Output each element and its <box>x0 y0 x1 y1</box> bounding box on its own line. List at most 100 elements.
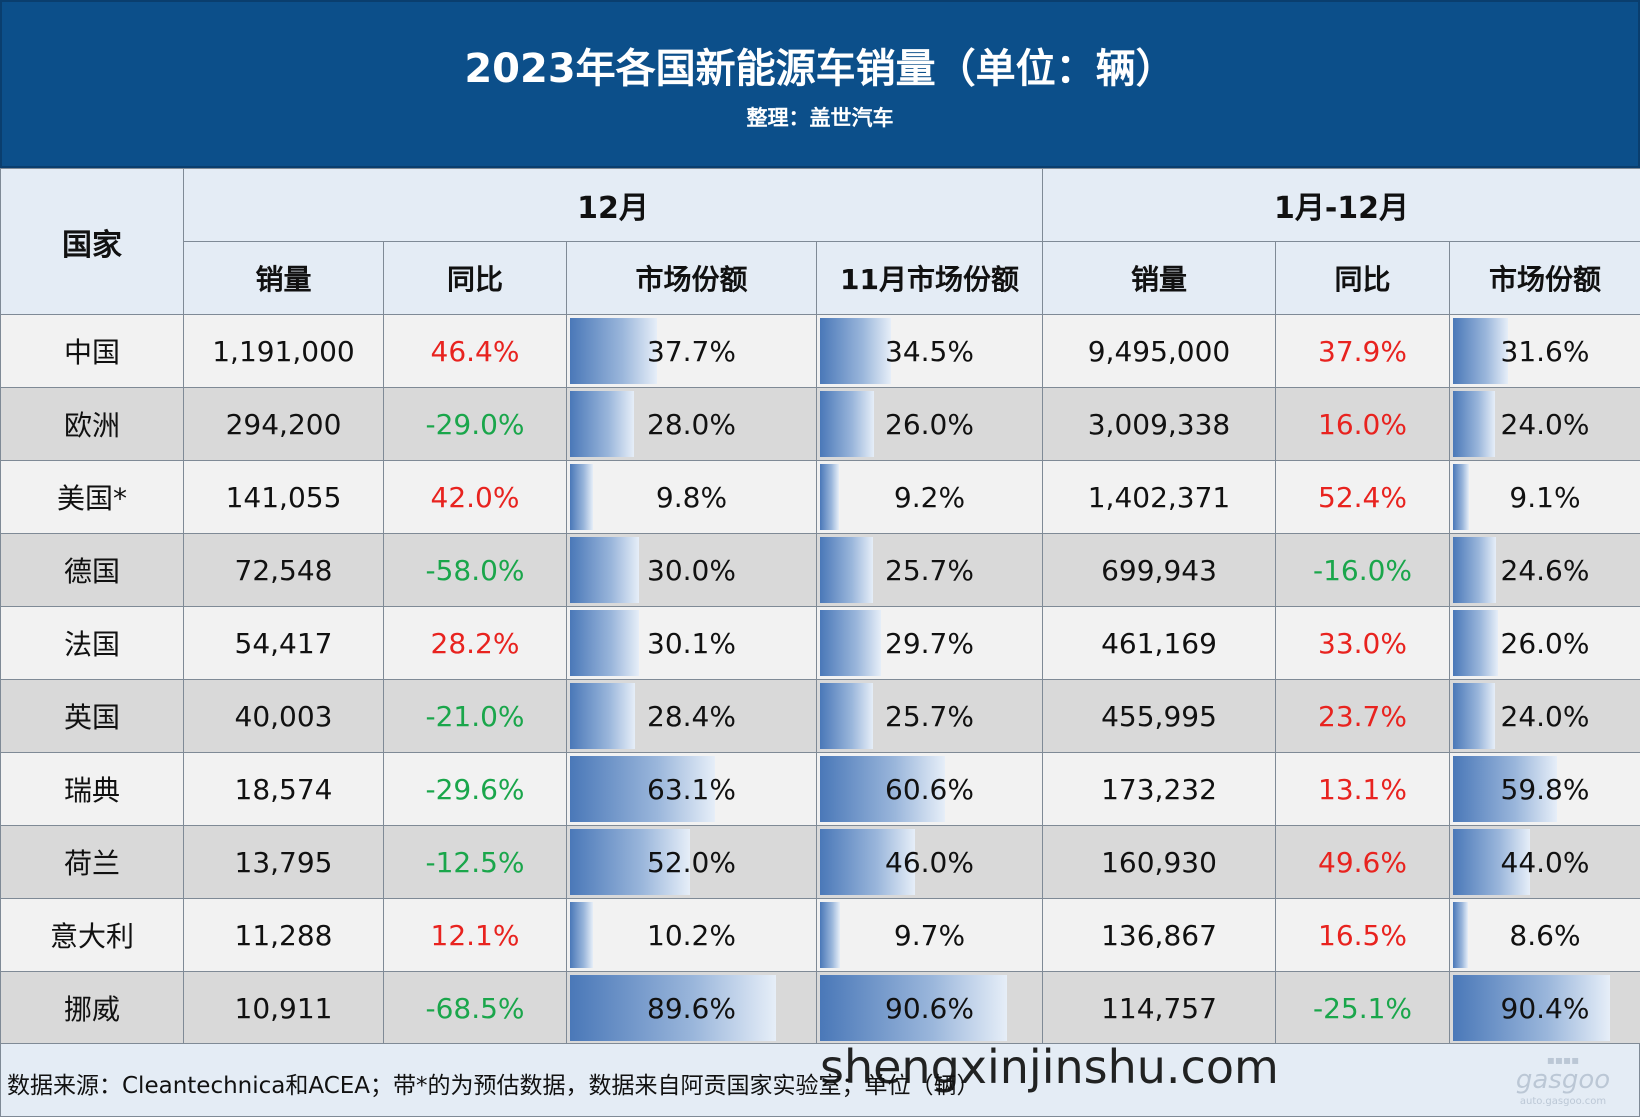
table-row: 英国 40,003 -21.0% 28.4% 25.7% 455,995 23.7% 24.0… <box>0 679 1640 753</box>
ytd-share-cell: 8.6% <box>1449 898 1640 972</box>
nov-share-cell: 46.0% <box>816 825 1043 899</box>
dec-share-cell-bar <box>570 975 776 1041</box>
dec-yoy-cell: -68.5% <box>383 971 567 1045</box>
ytd-share-cell-label: 90.4% <box>1500 991 1590 1025</box>
table-row: 意大利 11,288 12.1% 10.2% 9.7% 136,867 16.5% 8.6% <box>0 898 1640 972</box>
ytd-share-cell: 59.8% <box>1449 752 1640 826</box>
country-cell: 中国 <box>0 314 184 388</box>
dec-share-cell-label: 89.6% <box>647 991 736 1025</box>
dec-share-cell-label: 37.7% <box>647 334 736 368</box>
column-header-dec-yoy: 同比 <box>383 241 567 315</box>
table-row: 中国 1,191,000 46.4% 37.7% 34.5% 9,495,000 37.9%… <box>0 314 1640 388</box>
table-row: 欧洲 294,200 -29.0% 28.0% 26.0% 3,009,338 16.0% 2… <box>0 387 1640 461</box>
nov-share-cell-label: 29.7% <box>885 626 974 660</box>
nov-share-cell: 26.0% <box>816 387 1043 461</box>
ytd-share-cell-bar <box>1453 902 1468 968</box>
dec-sales-cell: 18,574 <box>183 752 384 826</box>
svg-text:auto.gasgoo.com: auto.gasgoo.com <box>1520 1096 1606 1107</box>
table-body: 中国 1,191,000 46.4% 37.7% 34.5% 9,495,000 37.9%… <box>0 314 1640 1045</box>
ytd-yoy-cell: 23.7% <box>1275 679 1450 753</box>
dec-share-cell-bar <box>570 829 690 895</box>
nov-share-cell: 25.7% <box>816 533 1043 607</box>
column-header-dec-share: 市场份额 <box>566 241 817 315</box>
nov-share-cell-label: 60.6% <box>885 772 974 806</box>
dec-share-cell-bar <box>570 756 715 822</box>
nov-share-cell-bar <box>820 318 891 384</box>
ytd-share-cell-label: 24.0% <box>1500 407 1590 441</box>
ytd-sales-cell: 160,930 <box>1042 825 1276 899</box>
ytd-share-cell-bar <box>1453 829 1530 895</box>
source-note: 数据来源：Cleantechnica和ACEA；带*的为预估数据，数据来自阿贡国… <box>7 1073 980 1099</box>
ytd-sales-cell: 114,757 <box>1042 971 1276 1045</box>
dec-share-cell-label: 9.8% <box>655 480 728 514</box>
dec-share-cell: 10.2% <box>566 898 817 972</box>
ytd-share-cell-bar <box>1453 683 1495 749</box>
table-header: 国家 12月 1月-12月 销量 同比 市场份额 11月市场份额 销量 同比 市… <box>0 168 1640 315</box>
column-group-december: 12月 <box>183 168 1043 242</box>
ytd-sales-cell: 3,009,338 <box>1042 387 1276 461</box>
nov-share-cell-bar <box>820 902 840 968</box>
nov-share-cell-label: 9.7% <box>893 918 966 952</box>
dec-share-cell-label: 52.0% <box>647 845 736 879</box>
dec-share-cell-bar <box>570 537 639 603</box>
ytd-share-cell: 90.4% <box>1449 971 1640 1045</box>
dec-share-cell-bar <box>570 902 593 968</box>
dec-yoy-cell: -29.0% <box>383 387 567 461</box>
dec-share-cell: 63.1% <box>566 752 817 826</box>
country-cell: 意大利 <box>0 898 184 972</box>
nov-share-cell: 90.6% <box>816 971 1043 1045</box>
ytd-share-cell-label: 9.1% <box>1509 480 1581 514</box>
nov-share-cell-label: 25.7% <box>885 553 974 587</box>
dec-share-cell-label: 30.1% <box>647 626 736 660</box>
dec-share-cell: 30.0% <box>566 533 817 607</box>
nov-share-cell-bar <box>820 756 945 822</box>
country-cell: 美国* <box>0 460 184 534</box>
country-cell: 挪威 <box>0 971 184 1045</box>
ytd-share-cell-label: 24.0% <box>1500 699 1590 733</box>
column-header-ytd-sales: 销量 <box>1042 241 1276 315</box>
ytd-sales-cell: 461,169 <box>1042 606 1276 680</box>
svg-text:gasgoo: gasgoo <box>1516 1065 1610 1095</box>
ytd-sales-cell: 1,402,371 <box>1042 460 1276 534</box>
ytd-yoy-cell: 49.6% <box>1275 825 1450 899</box>
sales-table: 国家 12月 1月-12月 销量 同比 市场份额 11月市场份额 销量 同比 市… <box>0 168 1640 1045</box>
title-banner: 2023年各国新能源车销量（单位：辆） 整理：盖世汽车 <box>0 0 1640 168</box>
country-cell: 瑞典 <box>0 752 184 826</box>
page-title: 2023年各国新能源车销量（单位：辆） <box>464 46 1176 92</box>
dec-share-cell: 9.8% <box>566 460 817 534</box>
dec-share-cell-bar <box>570 683 635 749</box>
dec-share-cell-label: 30.0% <box>647 553 736 587</box>
column-header-dec-sales: 销量 <box>183 241 384 315</box>
dec-yoy-cell: 28.2% <box>383 606 567 680</box>
dec-share-cell-label: 63.1% <box>647 772 736 806</box>
ytd-sales-cell: 173,232 <box>1042 752 1276 826</box>
dec-yoy-cell: 42.0% <box>383 460 567 534</box>
dec-share-cell: 37.7% <box>566 314 817 388</box>
dec-sales-cell: 54,417 <box>183 606 384 680</box>
footer: 数据来源：Cleantechnica和ACEA；带*的为预估数据，数据来自阿贡国… <box>0 1043 1640 1117</box>
ytd-sales-cell: 455,995 <box>1042 679 1276 753</box>
dec-share-cell-label: 10.2% <box>647 918 736 952</box>
country-cell: 荷兰 <box>0 825 184 899</box>
dec-yoy-cell: -21.0% <box>383 679 567 753</box>
dec-sales-cell: 72,548 <box>183 533 384 607</box>
nov-share-cell-label: 25.7% <box>885 699 974 733</box>
table-row: 挪威 10,911 -68.5% 89.6% 90.6% 114,757 -25.1% 90.… <box>0 971 1640 1045</box>
nov-share-cell: 34.5% <box>816 314 1043 388</box>
dec-sales-cell: 294,200 <box>183 387 384 461</box>
nov-share-cell-bar <box>820 537 873 603</box>
ytd-yoy-cell: 16.5% <box>1275 898 1450 972</box>
dec-share-cell: 28.0% <box>566 387 817 461</box>
nov-share-cell-label: 46.0% <box>885 845 974 879</box>
dec-share-cell: 52.0% <box>566 825 817 899</box>
nov-share-cell-label: 90.6% <box>885 991 974 1025</box>
ytd-share-cell-label: 59.8% <box>1500 772 1590 806</box>
dec-yoy-cell: -12.5% <box>383 825 567 899</box>
dec-share-cell-bar <box>570 318 657 384</box>
nov-share-cell-bar <box>820 391 874 457</box>
ytd-share-cell-bar <box>1453 318 1508 384</box>
table-row: 德国 72,548 -58.0% 30.0% 25.7% 699,943 -16.0% 24.… <box>0 533 1640 607</box>
nov-share-cell-label: 26.0% <box>885 407 974 441</box>
ytd-share-cell: 44.0% <box>1449 825 1640 899</box>
